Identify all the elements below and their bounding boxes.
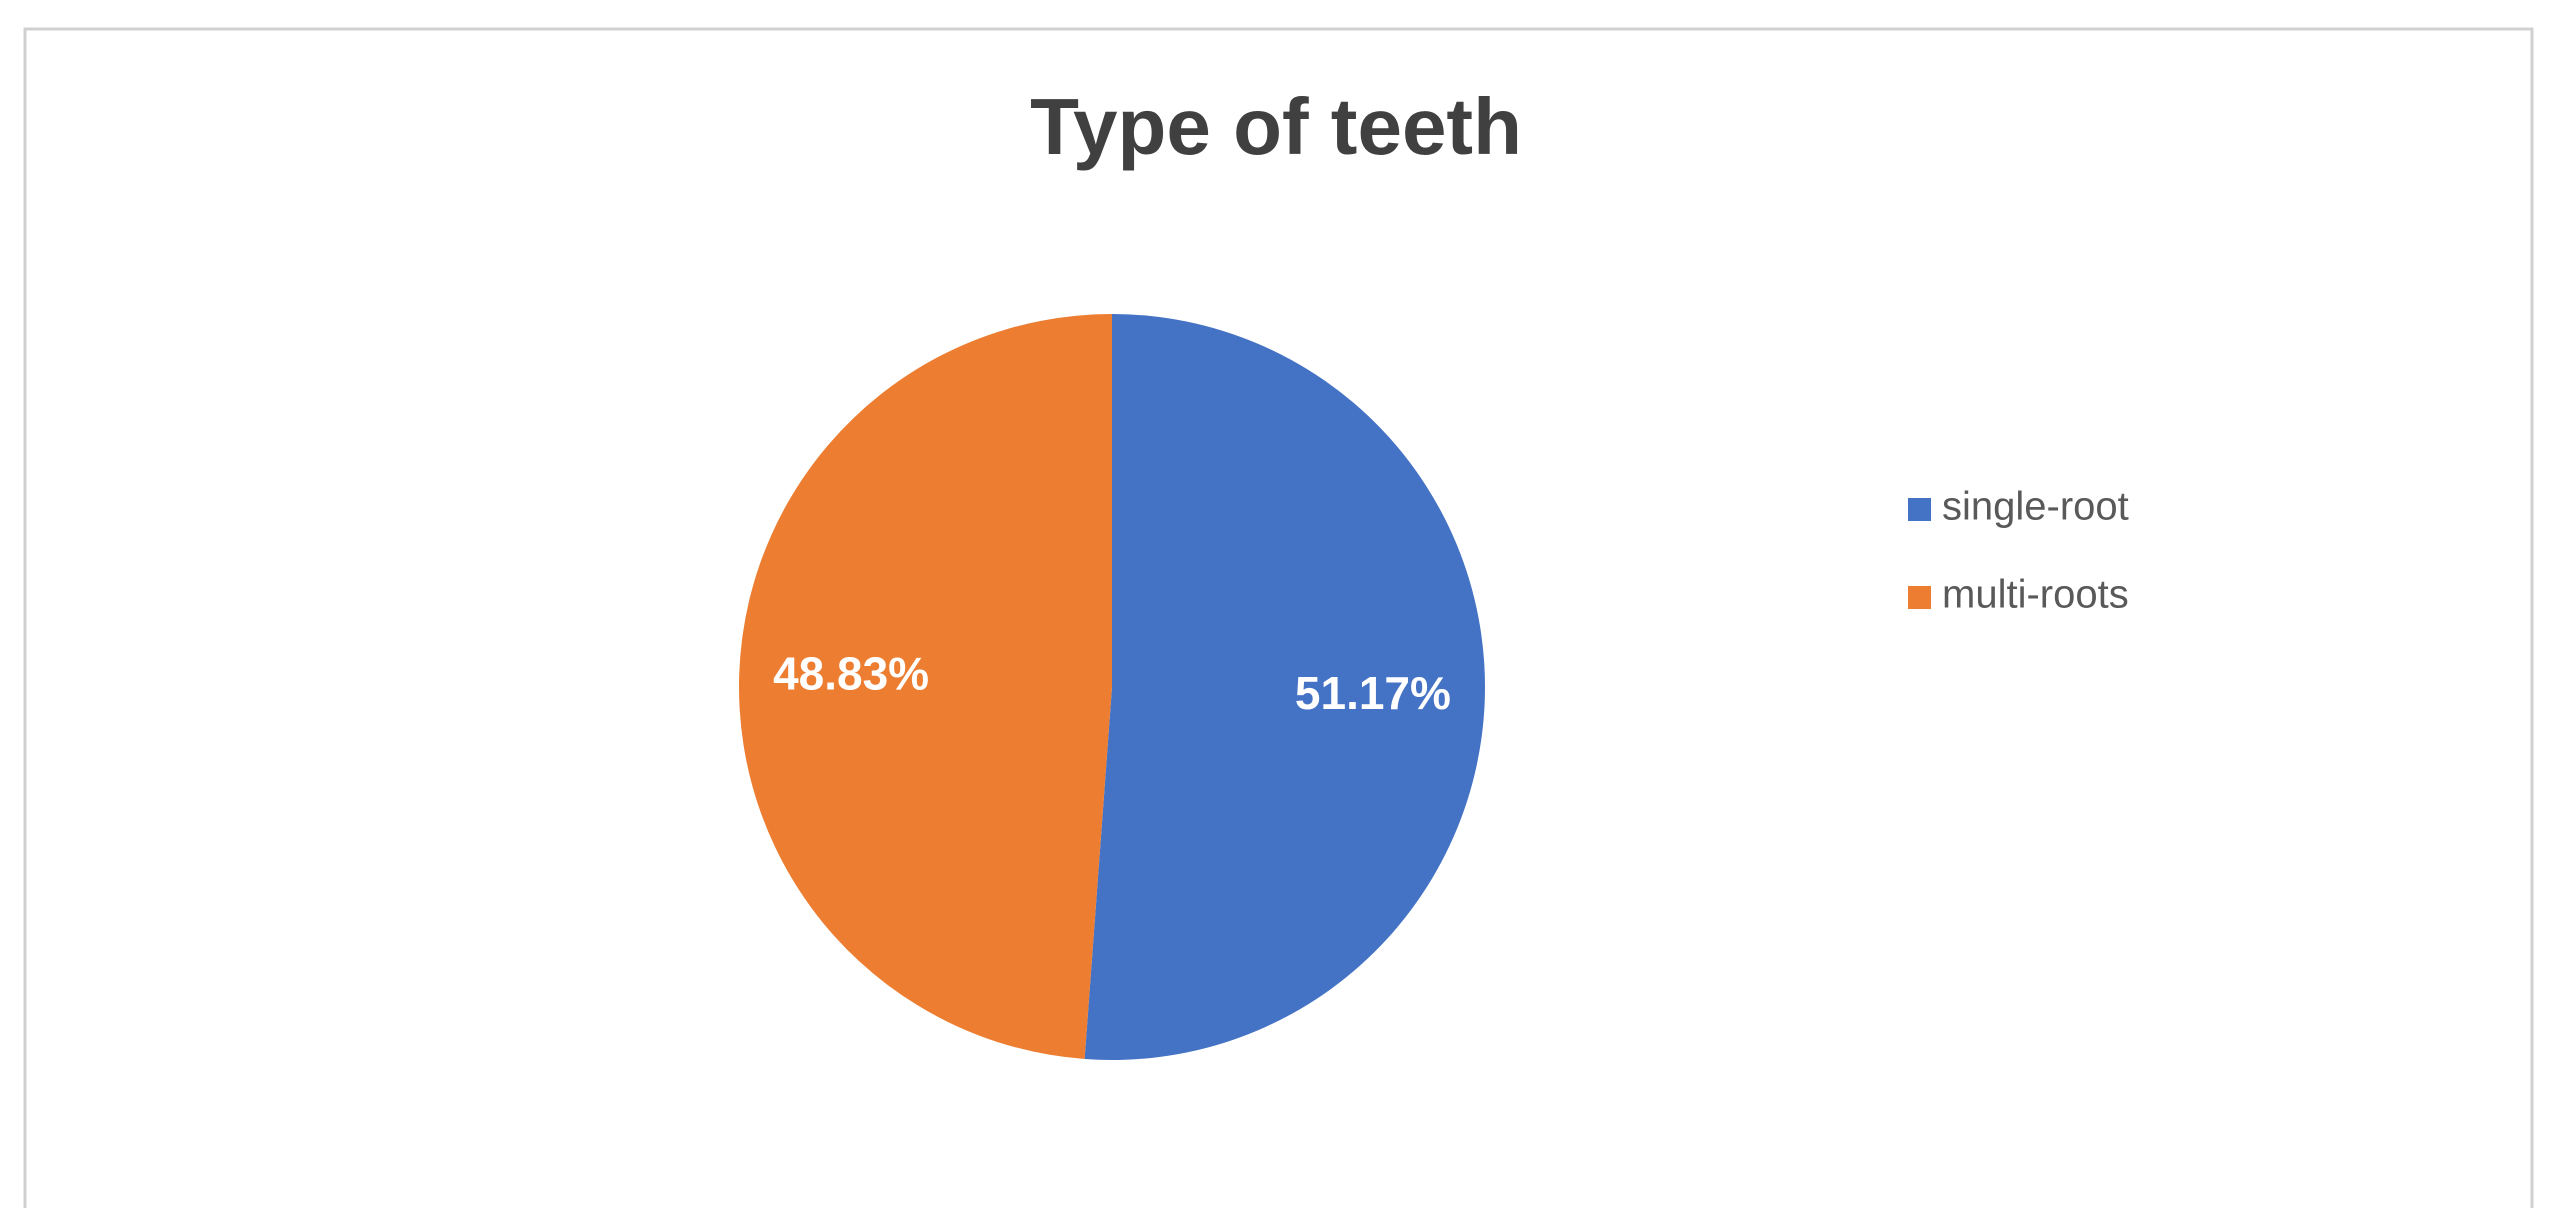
pie-slice [738,314,1112,1059]
data-label: 51.17% [1295,667,1451,719]
chart-border [23,27,2534,1208]
legend-label: single-root [1942,485,2129,529]
pie-slice [1084,314,1485,1060]
chart-title: Type of teeth [1030,82,1522,171]
legend-label: multi-roots [1942,573,2129,617]
legend-swatch [1908,586,1931,609]
legend-swatch [1908,498,1931,521]
data-label: 48.83% [773,648,929,700]
